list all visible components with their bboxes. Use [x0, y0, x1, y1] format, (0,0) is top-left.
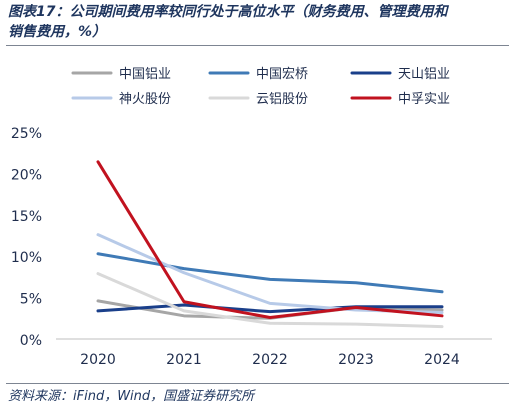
title-divider — [6, 45, 509, 46]
legend-item-1: 中国铝业 — [71, 67, 171, 82]
y-tick-label-15pct: 15% — [11, 209, 42, 225]
series-line-5 — [96, 272, 444, 329]
x-tick-label-2023: 2023 — [338, 352, 374, 368]
source-divider — [6, 383, 509, 384]
x-tick-label-2021: 2021 — [166, 352, 202, 368]
chart-title-line-2: 销售费用，%） — [8, 24, 107, 40]
y-tick-label-10pct: 10% — [11, 250, 42, 266]
series-line-3 — [96, 303, 444, 314]
x-tick-label-2024: 2024 — [424, 352, 460, 368]
legend-item-5: 云铝股份 — [208, 92, 308, 107]
legend-item-2: 中国宏桥 — [208, 67, 308, 82]
y-tick-label-5pct: 5% — [20, 292, 42, 308]
y-tick-label-0pct: 0% — [20, 333, 42, 349]
chart-area: 中国铝业 中国宏桥 天山铝业神火股份 云铝股份 中孚实业 0% 5% 10% 15% 20% 25%… — [0, 48, 515, 382]
chart-title-line-1: 图表17：公司期间费用率较同行处于高位水平（财务费用、管理费用和 — [8, 4, 448, 20]
legend-label-5: 云铝股份 — [256, 92, 308, 107]
y-tick-label-20pct: 20% — [11, 167, 42, 183]
chart-title: 图表17：公司期间费用率较同行处于高位水平（财务费用、管理费用和 销售费用，%） — [8, 2, 508, 42]
y-tick-label-25pct: 25% — [11, 126, 42, 142]
legend-label-2: 中国宏桥 — [256, 67, 308, 82]
legend-label-6: 中孚实业 — [398, 92, 450, 107]
series-line-2 — [96, 252, 444, 294]
source-note: 资料来源：iFind，Wind，国盛证券研究所 — [8, 389, 255, 404]
x-tick-label-2020: 2020 — [80, 352, 116, 368]
legend-item-6: 中孚实业 — [350, 92, 450, 107]
series-line-6 — [96, 160, 444, 319]
legend-label-3: 天山铝业 — [398, 67, 450, 82]
legend-label-1: 中国铝业 — [119, 67, 171, 82]
legend-label-4: 神火股份 — [119, 92, 171, 107]
x-tick-label-2022: 2022 — [252, 352, 288, 368]
legend-item-3: 天山铝业 — [350, 67, 450, 82]
legend-item-4: 神火股份 — [71, 92, 171, 107]
